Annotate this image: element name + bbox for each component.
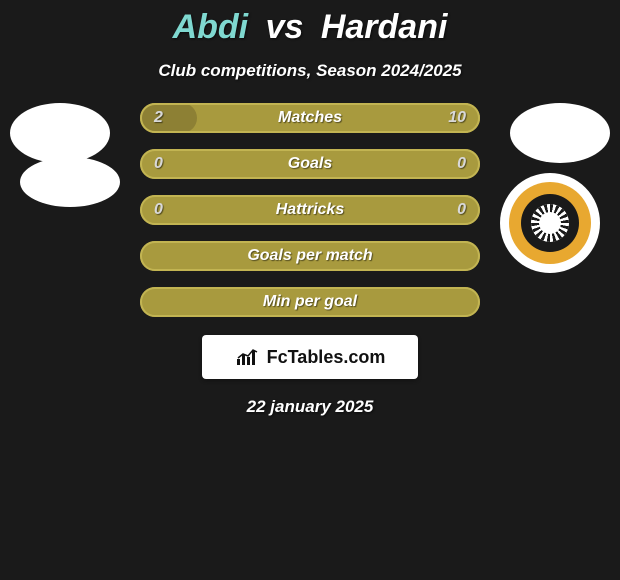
club-logo-rays <box>531 204 569 242</box>
stat-value-left: 0 <box>154 201 163 219</box>
vs-text: vs <box>266 8 304 46</box>
subtitle: Club competitions, Season 2024/2025 <box>0 61 620 81</box>
stat-value-right: 0 <box>457 201 466 219</box>
stat-bar: 2 10 Matches <box>140 103 480 133</box>
source-badge[interactable]: FcTables.com <box>202 335 418 379</box>
stat-bar: 0 0 Hattricks <box>140 195 480 225</box>
comparison-card: Abdi vs Hardani Club competitions, Seaso… <box>0 0 620 417</box>
stat-value-right: 10 <box>448 109 466 127</box>
player1-avatar-secondary <box>20 157 120 207</box>
player1-avatar <box>10 103 110 163</box>
stat-label: Min per goal <box>263 293 357 311</box>
club-logo <box>500 173 600 273</box>
stat-value-right: 0 <box>457 155 466 173</box>
stat-bar: 0 0 Goals <box>140 149 480 179</box>
player2-avatar <box>510 103 610 163</box>
stat-bar: Min per goal <box>140 287 480 317</box>
mid-section: 2 10 Matches 0 0 Goals 0 0 Hattricks Goals per ma… <box>0 103 620 317</box>
date: 22 january 2025 <box>0 397 620 417</box>
stat-label: Hattricks <box>276 201 344 219</box>
title: Abdi vs Hardani <box>0 8 620 47</box>
source-text: FcTables.com <box>267 347 386 368</box>
stat-label: Goals <box>288 155 332 173</box>
stat-bar: Goals per match <box>140 241 480 271</box>
player1-name: Abdi <box>173 8 249 46</box>
stat-value-left: 2 <box>154 109 163 127</box>
stat-label: Matches <box>278 109 342 127</box>
stat-value-left: 0 <box>154 155 163 173</box>
club-logo-ring <box>509 182 591 264</box>
stat-bar-left-fill <box>140 103 197 133</box>
stat-label: Goals per match <box>247 247 372 265</box>
player2-name: Hardani <box>321 8 448 46</box>
stat-bars: 2 10 Matches 0 0 Goals 0 0 Hattricks Goals per ma… <box>140 103 480 317</box>
club-logo-center <box>531 204 569 242</box>
chart-icon <box>235 347 261 367</box>
club-logo-inner <box>521 194 579 252</box>
